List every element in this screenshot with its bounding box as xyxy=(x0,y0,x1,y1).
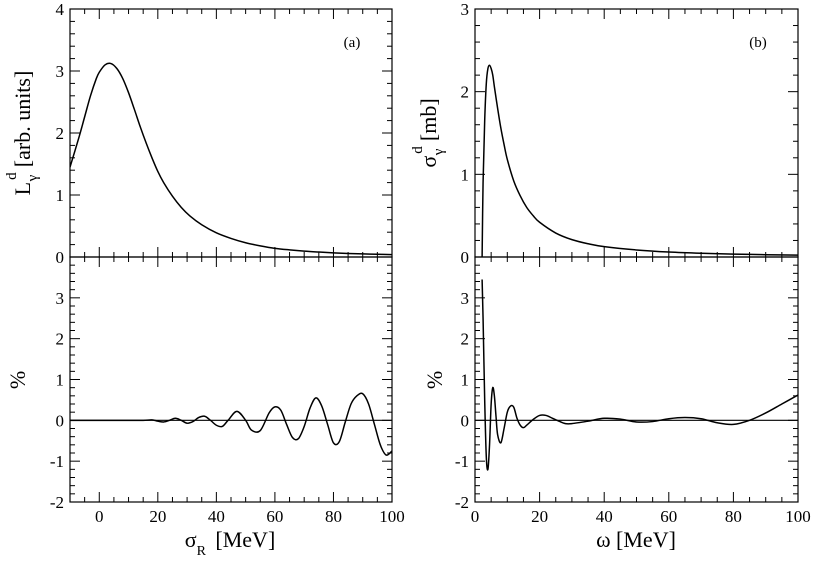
a-bottom-ytick-label: 0 xyxy=(56,411,65,430)
b-bottom-ytick-label: -2 xyxy=(455,493,469,512)
b-bottom-xlabel: ω [MeV] xyxy=(596,527,676,552)
b-bottom-xtick-label: 100 xyxy=(785,507,811,526)
b-bottom-xtick-label: 20 xyxy=(531,507,548,526)
a-bottom-xtick-label: 40 xyxy=(208,507,225,526)
a-bottom-ytick-label: -2 xyxy=(50,493,64,512)
a-bottom-ytick-label: 3 xyxy=(56,289,65,308)
a-top-ytick-label: 1 xyxy=(56,186,65,205)
b-bottom-ytick-label: 3 xyxy=(461,289,470,308)
b-bottom-ytick-label: -1 xyxy=(455,452,469,471)
a-bottom-xtick-label: 20 xyxy=(149,507,166,526)
b-top-series-line xyxy=(481,64,798,257)
a-bottom-ytick-label: 2 xyxy=(56,330,65,349)
b-bottom-series-line xyxy=(481,279,798,471)
a-top-ytick-label: 3 xyxy=(56,62,65,81)
a-bottom-ylabel: % xyxy=(5,371,30,389)
a-bottom-xtick-label: 100 xyxy=(379,507,405,526)
b-top-ylabel: σd γ [mb] xyxy=(410,98,447,167)
a-bottom-ytick-label: 1 xyxy=(56,371,65,390)
a-top-panel-label: (a) xyxy=(344,35,361,51)
a-bottom-xlabel: σR [MeV] xyxy=(185,527,276,559)
b-bottom-xtick-label: 80 xyxy=(725,507,742,526)
a-bottom-frame xyxy=(69,256,393,503)
b-bottom-ytick-label: 2 xyxy=(461,330,470,349)
a-top-ytick-label: 0 xyxy=(56,248,65,267)
a-top-ytick-label: 2 xyxy=(56,124,65,143)
a-top-ylabel: Ld γ [arb. units] xyxy=(4,71,41,196)
a-bottom-xtick-label: 0 xyxy=(95,507,104,526)
b-top-ytick-label: 1 xyxy=(461,165,470,184)
b-top-panel-label: (b) xyxy=(749,35,767,51)
b-bottom-xtick-label: 0 xyxy=(471,507,480,526)
a-bottom-series-line xyxy=(70,392,392,456)
b-bottom-frame xyxy=(474,256,799,503)
b-bottom-xtick-label: 40 xyxy=(596,507,613,526)
b-bottom-xtick-label: 60 xyxy=(660,507,677,526)
a-top-series-line xyxy=(70,62,392,256)
b-bottom-ytick-label: 1 xyxy=(461,371,470,390)
b-top-ytick-label: 2 xyxy=(461,83,470,102)
a-bottom-xtick-label: 60 xyxy=(266,507,283,526)
b-bottom-ylabel: % xyxy=(422,371,447,389)
a-bottom-ytick-label: -1 xyxy=(50,452,64,471)
a-top-ytick-label: 4 xyxy=(56,0,65,19)
b-top-ytick-label: 0 xyxy=(461,248,470,267)
b-bottom-ytick-label: 0 xyxy=(461,411,470,430)
a-bottom-xtick-label: 80 xyxy=(325,507,342,526)
b-top-ytick-label: 3 xyxy=(461,0,470,19)
